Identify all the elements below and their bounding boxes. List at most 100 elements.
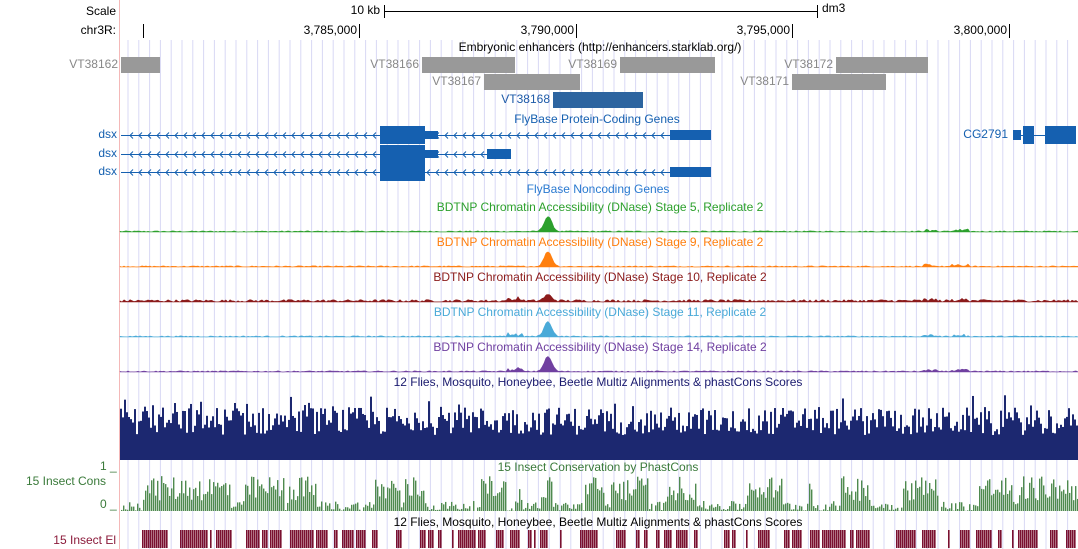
conservation-bar [851,491,853,511]
conservation-bar [205,493,207,511]
multiz-bar [850,420,852,460]
multiz-bar [470,432,472,460]
conservation-bar [673,490,675,511]
element-bar [254,530,256,548]
multiz-bar [538,413,540,460]
strand-arrow [363,169,368,176]
conservation-bar [713,507,715,511]
element-bar [146,530,148,548]
multiz-bar [920,426,922,460]
multiz-bar [130,419,132,460]
strand-arrow [633,169,638,176]
multiz-bar [670,407,672,460]
conservation-bar [553,506,555,511]
conservation-bar [805,510,807,511]
strand-arrow [597,132,602,139]
conservation-bar [249,494,251,511]
multiz-bar [1020,422,1022,460]
element-bar [546,530,548,548]
element-bar [768,530,770,548]
multiz-bar [896,430,898,460]
label: 3,790,000 [521,23,575,37]
multiz-bar [704,434,706,460]
multiz-bar [1014,407,1016,460]
element-bar [912,530,914,548]
conservation-bar [889,509,891,511]
conservation-bar [709,505,711,511]
label: 10 kb [351,3,381,17]
multiz-bar [420,430,422,460]
multiz-bar [532,412,534,460]
conservation-bar [973,504,975,511]
conservation-bar [977,506,979,511]
conservation-bar [373,504,375,511]
strand-arrow [309,132,314,139]
multiz-bar [838,428,840,460]
strand-arrow [570,132,575,139]
conservation-bar [317,506,319,511]
multiz-bar [252,413,254,460]
conservation-bar [755,489,757,511]
conservation-bar [1015,504,1017,511]
conservation-bar [239,502,241,511]
strand-arrow [156,169,161,176]
element-bar [222,530,224,548]
conservation-bar [843,476,845,511]
conservation-bar [771,477,773,511]
conservation-bar [1005,477,1007,511]
multiz-bar [732,411,734,460]
strand-arrow [138,132,143,139]
multiz-bar [372,411,374,460]
element-bar [980,530,982,548]
conservation-bar [1075,486,1077,511]
conservation-bar [637,476,639,511]
multiz-bar [332,406,334,460]
conservation-bar [733,501,735,511]
conservation-bar [979,486,981,511]
strand-arrow [273,151,278,158]
conservation-bar [985,485,987,511]
element-bar [792,530,794,548]
strand-arrow [534,132,539,139]
multiz-bar [264,433,266,460]
strand-arrow [471,151,476,158]
multiz-bar [608,421,610,460]
multiz-bar [626,427,628,460]
enhancer-box [422,57,515,73]
conservation-bar [795,504,797,511]
multiz-bar [280,415,282,460]
multiz-bar [370,396,372,460]
element-bar [322,530,324,548]
multiz-bar [664,426,666,460]
conservation-bar [775,490,777,511]
conservation-bar [279,496,281,511]
conservation-bar [849,494,851,511]
strand-arrow [183,151,188,158]
conservation-bar [729,506,731,511]
conservation-bar [675,500,677,511]
multiz-bar [806,427,808,460]
multiz-bar [352,412,354,460]
element-bar [666,530,668,548]
multiz-bar [784,416,786,460]
multiz-bar [698,428,700,460]
element-bar [696,530,698,548]
element-bar [304,530,306,548]
element-bar [306,530,308,548]
strand-arrow [345,151,350,158]
conservation-bar [891,504,893,511]
conservation-bar [505,482,507,511]
multiz-bar [204,424,206,460]
conservation-bar [957,508,959,511]
conservation-bar [527,503,529,511]
conservation-bar [157,480,159,511]
multiz-bar [1026,417,1028,460]
conservation-bar [1047,497,1049,511]
conservation-bar [191,499,193,511]
conservation-bar [901,507,903,511]
multiz-bar [778,423,780,460]
multiz-bar [1050,416,1052,460]
element-bar [862,530,864,548]
multiz-bar [912,415,914,460]
multiz-bar [852,416,854,460]
